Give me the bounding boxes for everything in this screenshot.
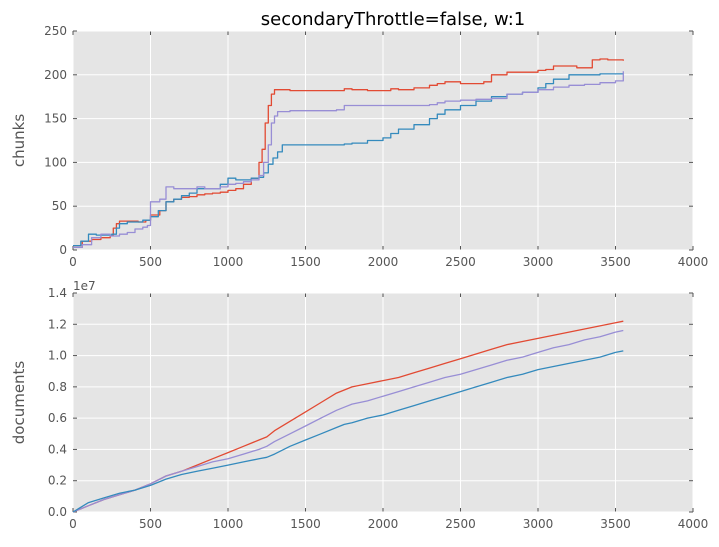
y-tick-label: 0.0	[48, 505, 67, 519]
x-tick-label: 4000	[678, 255, 709, 269]
x-tick-label: 0	[69, 517, 77, 531]
y-tick-label: 250	[44, 24, 67, 38]
chart-panel-2: 0 500 1000 1500 2000 2500 3000 3500 4000 0.0 0.2 0.…	[10, 279, 708, 531]
y-tick-label: 1.2	[48, 317, 67, 331]
axis-offset-label: 1e7	[73, 279, 96, 293]
y-tick-label: 0.8	[48, 380, 67, 394]
y-tick-label: 1.4	[48, 286, 67, 300]
y-tick-label: 200	[44, 68, 67, 82]
y-tick-label: 100	[44, 155, 67, 169]
y-axis-label: documents	[10, 361, 28, 445]
x-tick-label: 3000	[523, 255, 554, 269]
y-tick-label: 0.6	[48, 411, 67, 425]
y-tick-label: 50	[52, 199, 67, 213]
x-tick-label: 1500	[290, 255, 321, 269]
x-tick-label: 1000	[213, 255, 244, 269]
x-tick-label: 1500	[290, 517, 321, 531]
y-axis-label: chunks	[10, 114, 28, 167]
x-tick-label: 4000	[678, 517, 709, 531]
series-line-purple	[72, 329, 624, 513]
x-tick-label: 3000	[523, 517, 554, 531]
x-tick-label: 2500	[445, 255, 476, 269]
series-line-purple	[73, 71, 624, 249]
chart-panel-1: 0 500 1000 1500 2000 2500 3000 3500 4000 0 50 100 15…	[10, 9, 708, 269]
x-tick-label: 500	[139, 255, 162, 269]
y-tick-label: 0	[59, 243, 67, 257]
x-tick-label: 2000	[368, 517, 399, 531]
x-tick-label: 2500	[445, 517, 476, 531]
x-tick-label: 500	[139, 517, 162, 531]
x-tick-label: 3500	[600, 517, 631, 531]
series-line-blue	[73, 73, 624, 247]
y-tick-label: 0.4	[48, 442, 67, 456]
y-tick-label: 0.2	[48, 474, 67, 488]
series-line-blue	[72, 350, 624, 513]
x-tick-label: 3500	[600, 255, 631, 269]
y-tick-label: 150	[44, 112, 67, 126]
x-tick-label: 2000	[368, 255, 399, 269]
x-tick-label: 0	[69, 255, 77, 269]
y-tick-label: 1.0	[48, 349, 67, 363]
chart-title: secondaryThrottle=false, w:1	[261, 9, 526, 30]
x-tick-label: 1000	[213, 517, 244, 531]
